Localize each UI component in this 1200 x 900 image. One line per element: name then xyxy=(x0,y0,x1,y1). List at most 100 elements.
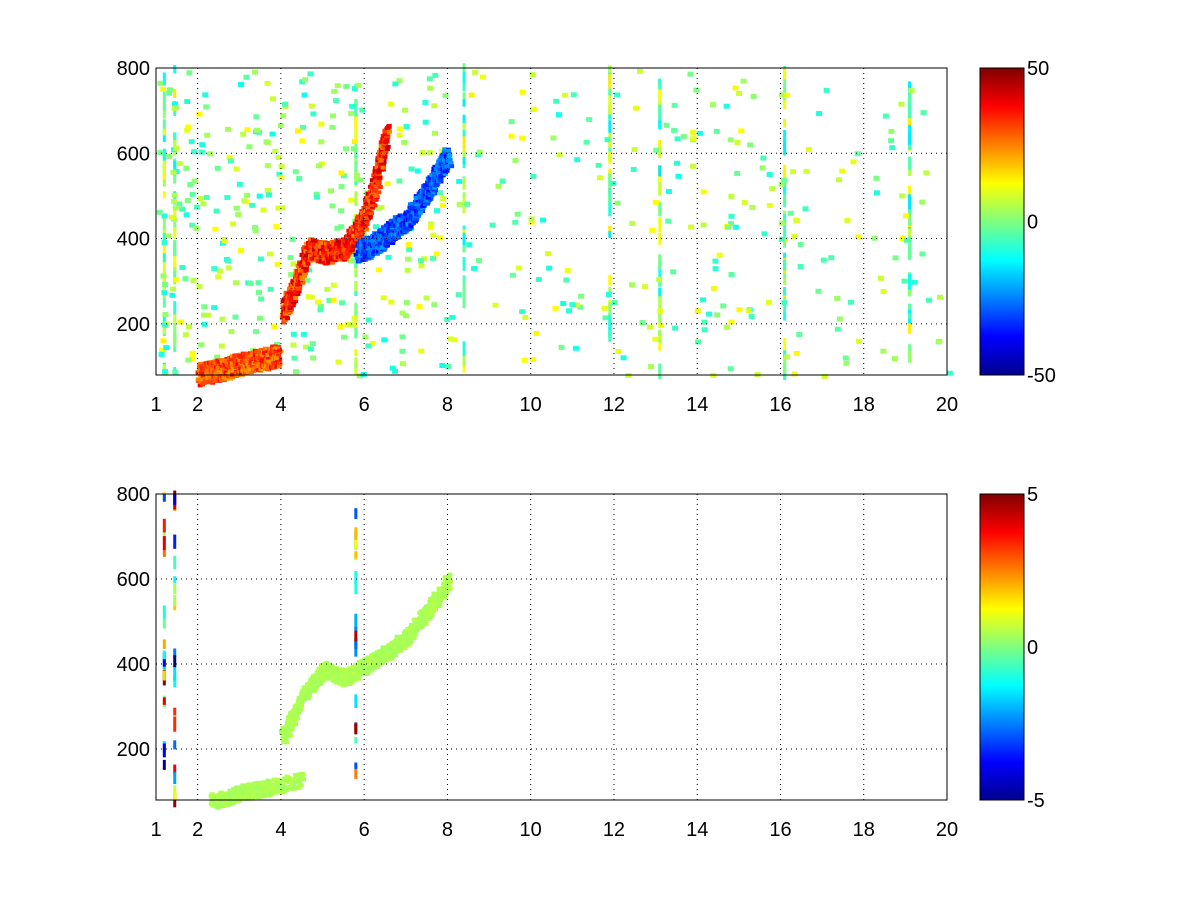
ridge-cell xyxy=(373,194,379,199)
heatmap-cell xyxy=(267,286,274,292)
heatmap-cell xyxy=(712,258,719,264)
streak-cell xyxy=(462,157,466,164)
streak-cell xyxy=(908,156,912,170)
streak-cell xyxy=(354,539,358,551)
ridge-cell xyxy=(354,240,360,245)
streak-cell xyxy=(462,92,466,100)
heatmap-cell xyxy=(186,70,193,76)
heatmap-cell xyxy=(414,168,421,174)
heatmap-cell xyxy=(728,213,735,219)
heatmap-cell xyxy=(184,198,191,204)
ridge-cell xyxy=(254,349,260,354)
ridge-cell xyxy=(242,354,248,359)
streak-cell xyxy=(354,361,358,373)
heatmap-cell xyxy=(404,267,411,273)
streak-cell xyxy=(908,247,912,261)
ridge-cell xyxy=(332,672,338,677)
ridge-cell xyxy=(431,172,437,177)
streak-cell xyxy=(783,338,787,354)
heatmap-cell xyxy=(558,344,565,350)
heatmap-cell xyxy=(356,373,363,379)
streak-cell xyxy=(173,764,177,775)
ridge-cell xyxy=(286,722,292,727)
ridge-cell xyxy=(212,378,218,383)
streak-cell xyxy=(173,534,177,549)
axes-frame xyxy=(155,67,948,376)
heatmap-cell xyxy=(855,234,862,240)
ridge-cell xyxy=(447,160,453,165)
heatmap-cell xyxy=(880,288,887,294)
heatmap-cell xyxy=(307,71,314,77)
heatmap-cell xyxy=(403,299,410,305)
streak-cell xyxy=(173,323,177,340)
heatmap-cell xyxy=(546,265,553,271)
ridge-cell xyxy=(381,159,387,164)
heatmap-cell xyxy=(652,199,659,205)
streak-cell xyxy=(354,630,358,642)
colorbar-tick-label: -50 xyxy=(1027,365,1056,387)
ridge-cell xyxy=(293,714,299,719)
heatmap-cell xyxy=(891,356,898,362)
heatmap-cell xyxy=(791,371,798,377)
ridge-cell xyxy=(237,790,243,795)
ridge-cell xyxy=(362,670,368,675)
heatmap-cell xyxy=(794,218,801,224)
ridge-cell xyxy=(307,241,313,246)
heatmap-cell xyxy=(417,258,424,264)
ridge-cell xyxy=(433,183,439,188)
heatmap-cell xyxy=(253,329,260,335)
heatmap-cell xyxy=(247,281,254,287)
ridge-cell xyxy=(230,357,236,362)
heatmap-cell xyxy=(630,167,637,173)
heatmap-cell xyxy=(255,289,262,295)
ridge-cell xyxy=(382,130,388,135)
ridge-cell xyxy=(301,272,307,277)
heatmap-cell xyxy=(171,198,178,204)
ridge-cell xyxy=(371,173,377,178)
ridge-cell xyxy=(240,368,246,373)
streak-cell xyxy=(908,124,912,133)
heatmap-cell xyxy=(738,128,745,134)
streak-cell xyxy=(354,641,358,657)
heatmap-cell xyxy=(631,146,638,152)
heatmap-cell xyxy=(629,220,636,226)
ridge-cell xyxy=(361,660,367,665)
heatmap-cell xyxy=(275,205,282,211)
heatmap-cell xyxy=(324,286,331,292)
ridge-cell xyxy=(249,364,255,369)
heatmap-cell xyxy=(899,193,906,199)
ridge-cell xyxy=(314,682,320,687)
ridge-cell xyxy=(376,190,382,195)
ridge-cell xyxy=(218,799,224,804)
streak-cell xyxy=(658,89,662,97)
heatmap-cell xyxy=(172,205,179,211)
heatmap-cell xyxy=(610,180,617,186)
ridge-cell xyxy=(380,655,386,660)
heatmap-cell xyxy=(787,210,794,216)
heatmap-cell xyxy=(427,85,434,91)
heatmap-cell xyxy=(173,104,180,110)
x-tick-label: 10 xyxy=(520,394,542,416)
ridge-cell xyxy=(407,202,413,207)
ridge-cell xyxy=(229,362,235,367)
heatmap-cell xyxy=(574,302,581,308)
heatmap-cell xyxy=(217,268,224,274)
ridge-cell xyxy=(354,233,360,238)
heatmap-cell xyxy=(657,308,664,314)
heatmap-cell xyxy=(182,332,189,338)
heatmap-cell xyxy=(332,98,339,104)
ridge-cell xyxy=(321,250,327,255)
ridge-cell xyxy=(384,138,390,143)
heatmap-cell xyxy=(431,130,438,136)
heatmap-cell xyxy=(344,321,351,327)
ridge-cell xyxy=(348,246,354,251)
heatmap-cell xyxy=(348,197,355,203)
streak-cell xyxy=(462,71,466,83)
x-tick-label: 2 xyxy=(192,394,203,416)
heatmap-cell xyxy=(836,316,843,322)
ridge-cell xyxy=(435,163,441,168)
heatmap-cell xyxy=(161,281,168,287)
ridge-cell xyxy=(221,374,227,379)
ridge-cell xyxy=(307,690,313,695)
heatmap-cell xyxy=(778,220,785,226)
